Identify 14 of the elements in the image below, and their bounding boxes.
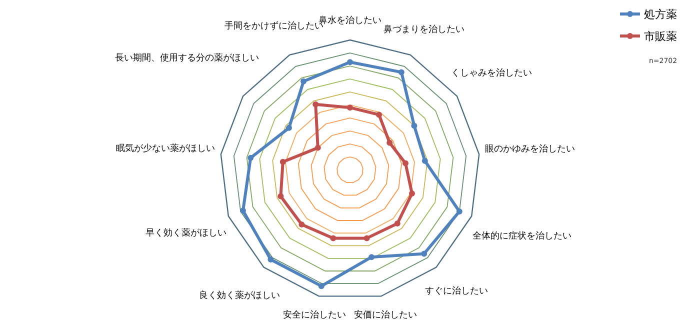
legend-label: 市販薬 bbox=[644, 30, 677, 43]
spoke-label: 全体的に症状を治したい bbox=[472, 230, 572, 242]
spoke-label: 鼻づまりを治したい bbox=[384, 24, 464, 36]
spoke-label: 安価に治したい bbox=[354, 309, 417, 320]
spoke-label: 良く効く薬がほしい bbox=[199, 290, 280, 301]
spoke-label: 長い期間、使用する分の薬がほしい bbox=[115, 52, 259, 64]
spoke-label: 眼のかゆみを治したい bbox=[485, 143, 575, 154]
spoke-label: くしゃみを治したい bbox=[451, 67, 532, 78]
spoke-label: 早く効く薬がほしい bbox=[145, 228, 226, 238]
spoke-label: 鼻水を治したい bbox=[318, 15, 382, 26]
legend-label: 処方薬 bbox=[644, 8, 677, 21]
spoke-label: 安全に治したい bbox=[283, 309, 346, 320]
spoke-label: 眠気が少ない薬がほしい bbox=[116, 142, 216, 154]
spoke-label: すぐに治したい bbox=[425, 285, 488, 296]
